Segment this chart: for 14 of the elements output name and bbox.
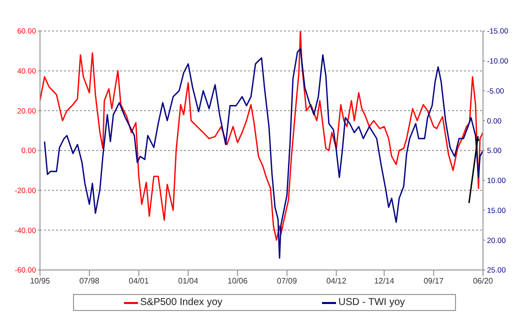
x-tick-label: 06/20: [472, 276, 494, 286]
x-tick-label: 07/09: [276, 276, 298, 286]
legend-label: S&P500 Index yoy: [140, 297, 222, 308]
legend-label: USD - TWI yoy: [338, 297, 405, 308]
line-series: [44, 48, 483, 259]
x-tick-label: 09/17: [424, 276, 444, 286]
x-tick-label: 10/06: [228, 276, 248, 286]
line-series: [40, 31, 483, 241]
x-tick-label: 04/12: [326, 276, 347, 286]
x-tick-label: 01/04: [178, 276, 199, 286]
x-tick-label: 10/95: [30, 276, 51, 286]
x-tick-label: 12/14: [374, 276, 395, 286]
x-tick-label: 07/98: [79, 276, 100, 286]
x-tick-label: 04/01: [128, 276, 150, 286]
